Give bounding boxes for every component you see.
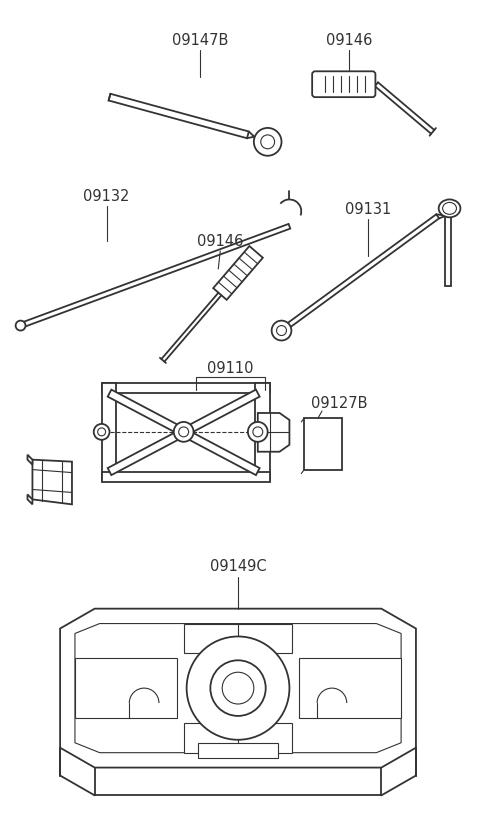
Polygon shape (102, 383, 270, 393)
Polygon shape (33, 459, 72, 505)
Circle shape (187, 636, 289, 740)
Text: 09110: 09110 (207, 361, 253, 376)
Polygon shape (75, 624, 401, 753)
Circle shape (261, 135, 275, 149)
Circle shape (272, 321, 291, 340)
Polygon shape (108, 390, 260, 475)
Text: 09131: 09131 (346, 202, 392, 217)
Polygon shape (184, 723, 292, 753)
Text: 09149C: 09149C (210, 560, 266, 575)
Text: 09132: 09132 (84, 189, 130, 204)
Polygon shape (199, 743, 277, 758)
Circle shape (179, 427, 189, 436)
Ellipse shape (443, 202, 456, 215)
Polygon shape (102, 472, 270, 482)
Polygon shape (27, 455, 33, 464)
Circle shape (94, 424, 109, 440)
Circle shape (222, 672, 254, 704)
Circle shape (97, 428, 106, 436)
FancyBboxPatch shape (312, 72, 375, 97)
Polygon shape (75, 658, 177, 718)
Circle shape (174, 422, 193, 441)
Text: 09146: 09146 (325, 33, 372, 48)
Polygon shape (108, 390, 260, 475)
Circle shape (210, 660, 266, 716)
Circle shape (253, 427, 263, 436)
Polygon shape (300, 658, 401, 718)
Polygon shape (258, 413, 289, 452)
Polygon shape (280, 215, 439, 333)
Text: 09146: 09146 (197, 233, 243, 249)
Bar (304, 418, 342, 469)
Polygon shape (102, 383, 117, 479)
Polygon shape (27, 494, 33, 505)
Circle shape (248, 422, 268, 441)
Polygon shape (20, 224, 290, 328)
Polygon shape (184, 624, 292, 653)
Polygon shape (108, 94, 249, 138)
Text: 09127B: 09127B (311, 395, 367, 410)
Polygon shape (60, 608, 416, 768)
Polygon shape (213, 246, 263, 300)
Ellipse shape (16, 321, 25, 330)
Circle shape (254, 128, 281, 155)
Ellipse shape (439, 200, 460, 217)
Polygon shape (255, 383, 270, 479)
Circle shape (276, 326, 287, 335)
Text: 09147B: 09147B (172, 33, 228, 48)
